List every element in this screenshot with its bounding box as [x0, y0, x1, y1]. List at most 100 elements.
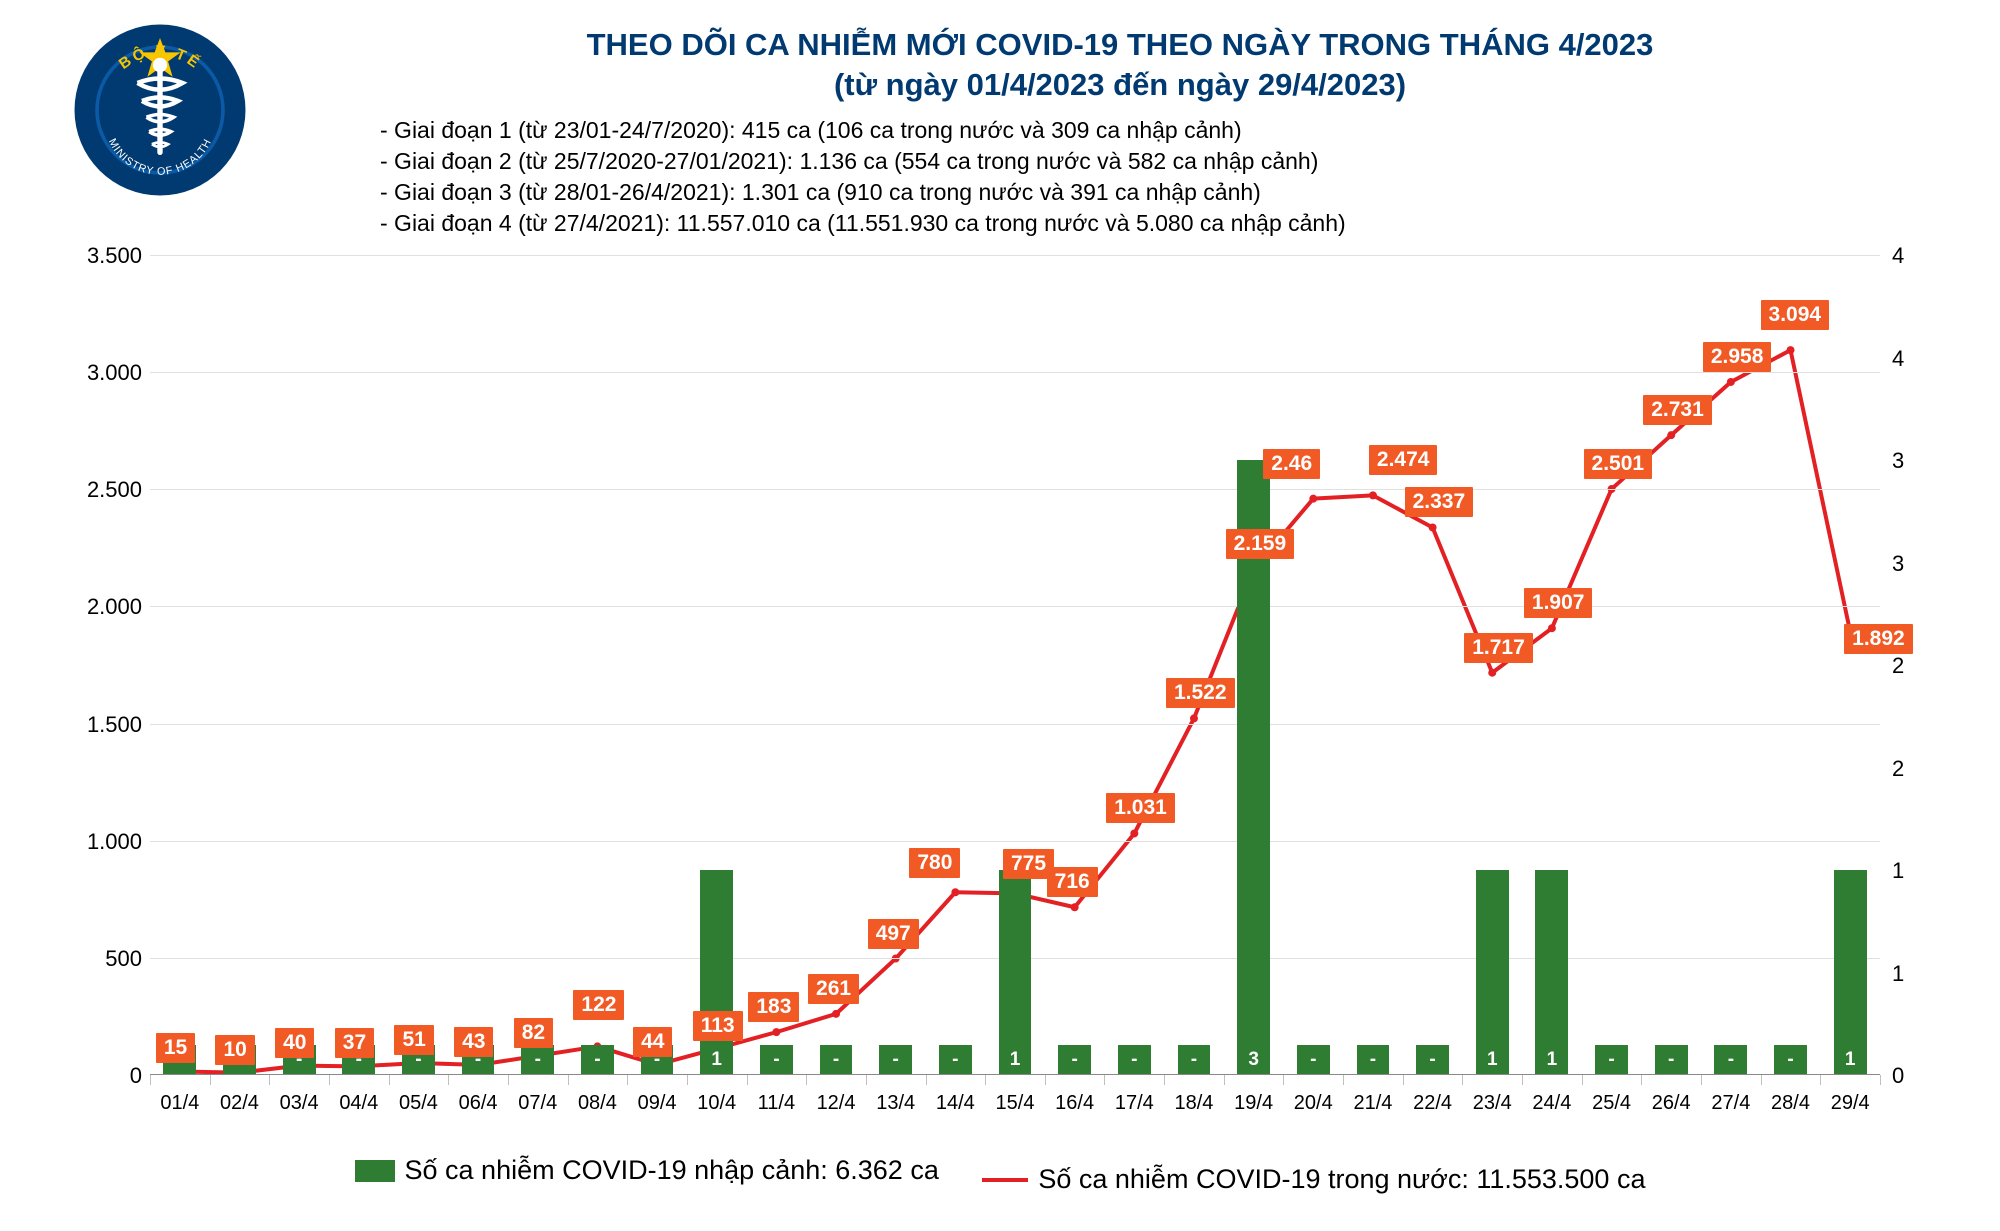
gridline [150, 724, 1880, 725]
line-marker [1488, 669, 1496, 677]
line-marker [1727, 378, 1735, 386]
bar-value-label: - [1310, 1049, 1316, 1071]
phase-notes: - Giai đoạn 1 (từ 23/01-24/7/2020): 415 … [380, 115, 1680, 239]
x-category: 08/4 [578, 1092, 617, 1115]
x-category: 23/4 [1473, 1092, 1512, 1115]
x-category: 21/4 [1353, 1092, 1392, 1115]
line-value-label: 2.958 [1703, 342, 1772, 372]
y-left-tick: 0 [62, 1063, 142, 1089]
gridline [150, 606, 1880, 607]
line-value-label: 1.031 [1106, 793, 1175, 823]
x-category: 11/4 [758, 1092, 795, 1115]
y-right-tick: 1 [1892, 858, 1932, 884]
bar-value-label: - [893, 1049, 899, 1071]
y-right-tick: 1 [1892, 961, 1932, 987]
line-value-label: 37 [335, 1028, 374, 1058]
covid-chart: 01/4-02/4-03/4-04/4-05/4-06/4-07/4-08/4-… [62, 255, 1938, 1115]
bar-value-label: 3 [1248, 1049, 1259, 1071]
x-category: 18/4 [1174, 1092, 1213, 1115]
bar-value-label: 1 [711, 1049, 722, 1071]
line-marker [1429, 523, 1437, 531]
bar-value-label: 1 [1487, 1049, 1498, 1071]
line-marker [832, 1010, 840, 1018]
line-value-label: 2.159 [1226, 529, 1295, 559]
bar-value-label: 1 [1845, 1049, 1856, 1071]
note-1: - Giai đoạn 1 (từ 23/01-24/7/2020): 415 … [380, 115, 1680, 146]
y-left-tick: 1.500 [62, 712, 142, 738]
bar [1535, 870, 1568, 1075]
x-category: 10/4 [697, 1092, 736, 1115]
line-value-label: 10 [215, 1035, 254, 1065]
y-left-tick: 3.000 [62, 360, 142, 386]
line-value-label: 43 [454, 1027, 493, 1057]
y-left-tick: 2.000 [62, 594, 142, 620]
bar-value-label: 1 [1010, 1049, 1021, 1071]
line-value-label: 2.474 [1369, 445, 1438, 475]
y-right-tick: 0 [1892, 1063, 1932, 1089]
line-value-label: 780 [909, 848, 960, 878]
y-left-tick: 2.500 [62, 477, 142, 503]
legend-line-label: Số ca nhiễm COVID-19 trong nước: 11.553.… [1038, 1164, 1645, 1195]
line-marker [1309, 495, 1317, 503]
x-category: 03/4 [280, 1092, 319, 1115]
line-marker [1787, 346, 1795, 354]
line-value-label: 2.337 [1405, 487, 1474, 517]
bar [700, 870, 733, 1075]
note-3: - Giai đoạn 3 (từ 28/01-26/4/2021): 1.30… [380, 177, 1680, 208]
x-category: 15/4 [996, 1092, 1035, 1115]
gridline [150, 489, 1880, 490]
y-right-tick: 4 [1892, 346, 1932, 372]
x-category: 16/4 [1055, 1092, 1094, 1115]
line-value-label: 2.731 [1643, 395, 1712, 425]
line-value-label: 122 [573, 990, 624, 1020]
bar-value-label: - [833, 1049, 839, 1071]
bar [1834, 870, 1867, 1075]
legend-bar-swatch [355, 1160, 395, 1182]
legend-line: Số ca nhiễm COVID-19 trong nước: 11.553.… [982, 1164, 1645, 1195]
line-value-label: 1.717 [1464, 633, 1533, 663]
x-category: 06/4 [459, 1092, 498, 1115]
bar-value-label: - [773, 1049, 779, 1071]
line-value-label: 716 [1047, 867, 1098, 897]
x-category: 19/4 [1234, 1092, 1273, 1115]
y-right-tick: 3 [1892, 448, 1932, 474]
title-line-1: THEO DÕI CA NHIỄM MỚI COVID-19 THEO NGÀY… [280, 25, 1960, 65]
line-value-label: 1.907 [1524, 588, 1593, 618]
x-category: 28/4 [1771, 1092, 1810, 1115]
line-value-label: 40 [275, 1028, 314, 1058]
y-left-tick: 3.500 [62, 243, 142, 269]
bar-value-label: - [952, 1049, 958, 1071]
bar-value-label: - [1787, 1049, 1793, 1071]
x-category: 01/4 [160, 1092, 199, 1115]
bar-value-label: - [1429, 1049, 1435, 1071]
bar-value-label: - [1191, 1049, 1197, 1071]
line-value-label: 3.094 [1761, 300, 1830, 330]
x-category: 09/4 [638, 1092, 677, 1115]
line-marker [1369, 491, 1377, 499]
x-category: 26/4 [1652, 1092, 1691, 1115]
line-marker [772, 1028, 780, 1036]
legend-bar-label: Số ca nhiễm COVID-19 nhập cảnh: 6.362 ca [405, 1155, 939, 1186]
line-value-label: 2.46 [1263, 449, 1320, 479]
x-category: 13/4 [876, 1092, 915, 1115]
legend-line-swatch [982, 1178, 1028, 1182]
line-marker [1130, 829, 1138, 837]
bar-value-label: - [535, 1049, 541, 1071]
legend-bar: Số ca nhiễm COVID-19 nhập cảnh: 6.362 ca [355, 1155, 939, 1186]
bar-value-label: - [594, 1049, 600, 1071]
x-category: 22/4 [1413, 1092, 1452, 1115]
title-line-2: (từ ngày 01/4/2023 đến ngày 29/4/2023) [280, 65, 1960, 105]
line-value-label: 183 [748, 992, 799, 1022]
line-marker [1548, 624, 1556, 632]
x-category: 04/4 [339, 1092, 378, 1115]
plot-area: 01/4-02/4-03/4-04/4-05/4-06/4-07/4-08/4-… [150, 255, 1880, 1075]
x-category: 05/4 [399, 1092, 438, 1115]
bar-value-label: - [1608, 1049, 1614, 1071]
y-right-tick: 2 [1892, 653, 1932, 679]
bar-value-label: - [1370, 1049, 1376, 1071]
x-category: 25/4 [1592, 1092, 1631, 1115]
line-value-label: 1.892 [1844, 624, 1913, 654]
x-category: 29/4 [1831, 1092, 1870, 1115]
line-value-label: 15 [156, 1033, 195, 1063]
line-value-label: 497 [868, 919, 919, 949]
